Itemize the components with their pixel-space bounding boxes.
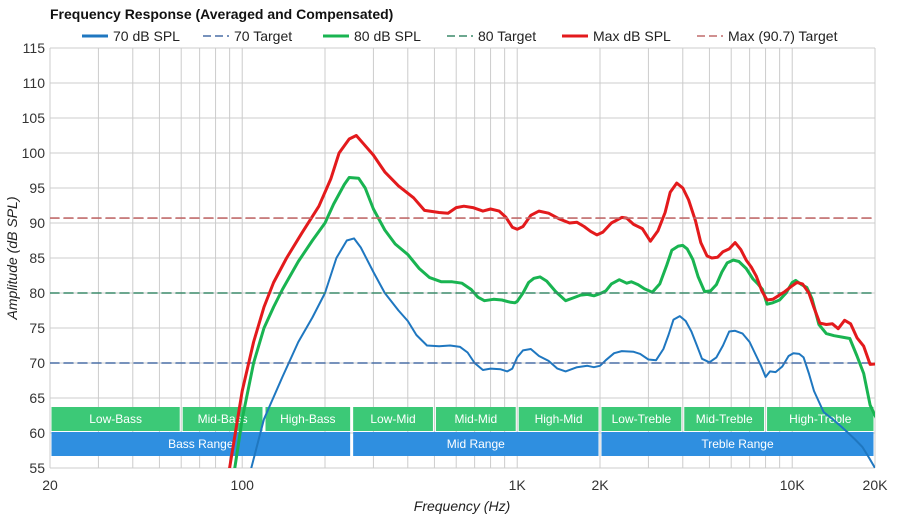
y-tick-label: 95 bbox=[29, 180, 45, 196]
sub-band bbox=[684, 407, 765, 431]
sub-band bbox=[601, 407, 682, 431]
sub-band-label: Mid-Treble bbox=[696, 412, 753, 426]
y-tick-label: 75 bbox=[29, 320, 45, 336]
series-70-db-spl bbox=[250, 237, 875, 468]
x-tick-label: 20 bbox=[42, 477, 58, 493]
y-tick-label: 115 bbox=[23, 40, 46, 56]
y-tick-label: 110 bbox=[23, 75, 46, 91]
x-tick-label: 10K bbox=[780, 477, 806, 493]
x-tick-label: 1K bbox=[509, 477, 527, 493]
y-tick-label: 90 bbox=[29, 215, 45, 231]
x-tick-label: 20K bbox=[863, 477, 889, 493]
legend-label: 70 dB SPL bbox=[113, 28, 180, 44]
sub-band-label: Mid-Mid bbox=[454, 412, 497, 426]
sub-band-label: High-Treble bbox=[789, 412, 852, 426]
sub-band bbox=[767, 407, 874, 431]
y-tick-label: 65 bbox=[29, 390, 45, 406]
y-tick-label: 70 bbox=[29, 355, 45, 371]
legend: 70 dB SPL 70 Target 80 dB SPL 80 Target Max … bbox=[82, 28, 838, 44]
y-tick-label: 100 bbox=[22, 145, 46, 161]
sub-band-label: Low-Mid bbox=[370, 412, 415, 426]
legend-label: 80 Target bbox=[478, 28, 536, 44]
sub-band bbox=[353, 407, 433, 431]
legend-label: Max (90.7) Target bbox=[728, 28, 838, 44]
sub-band bbox=[518, 407, 599, 431]
x-tick-label: 2K bbox=[591, 477, 609, 493]
legend-label: 80 dB SPL bbox=[354, 28, 421, 44]
chart-title: Frequency Response (Averaged and Compens… bbox=[50, 6, 393, 22]
sub-band bbox=[51, 407, 180, 431]
grid bbox=[49, 47, 876, 469]
sub-band-label: High-Mid bbox=[535, 412, 583, 426]
range-band-label: Treble Range bbox=[701, 437, 774, 451]
range-band bbox=[51, 432, 351, 456]
x-axis-label: Frequency (Hz) bbox=[414, 498, 510, 514]
y-tick-label: 55 bbox=[29, 460, 45, 476]
sub-band bbox=[182, 407, 263, 431]
y-tick-label: 105 bbox=[22, 110, 46, 126]
sub-band-label: Low-Bass bbox=[89, 412, 142, 426]
legend-label: Max dB SPL bbox=[593, 28, 671, 44]
range-band-label: Mid Range bbox=[447, 437, 505, 451]
y-axis-label: Amplitude (dB SPL) bbox=[4, 197, 20, 321]
sub-band bbox=[435, 407, 516, 431]
y-tick-label: 85 bbox=[29, 250, 45, 266]
axis-ticks: 55 60 65 70 75 80 85 90 95 100 105 110 115 20 100 1K 2K 1… bbox=[22, 40, 888, 493]
legend-label: 70 Target bbox=[234, 28, 292, 44]
plot-lines bbox=[50, 134, 875, 468]
sub-band bbox=[265, 407, 351, 431]
range-band-label: Bass Range bbox=[168, 437, 234, 451]
sub-band-label: Low-Treble bbox=[612, 412, 672, 426]
y-tick-label: 80 bbox=[29, 285, 45, 301]
range-band bbox=[353, 432, 599, 456]
x-tick-label: 100 bbox=[231, 477, 255, 493]
sub-band-label: High-Bass bbox=[280, 412, 335, 426]
y-tick-label: 60 bbox=[29, 425, 45, 441]
range-band bbox=[601, 432, 874, 456]
sub-band-label: Mid-Bass bbox=[198, 412, 248, 426]
frequency-bands: Low-Bass Mid-Bass High-Bass Low-Mid Mid-Mid H… bbox=[51, 407, 874, 456]
